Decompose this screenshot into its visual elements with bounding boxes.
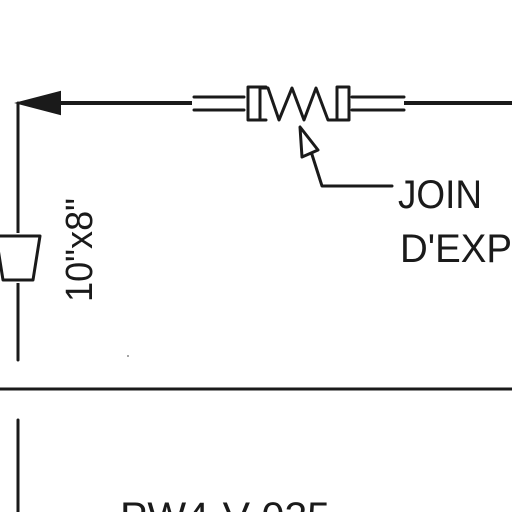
duct-size-label: 10"x8" [59, 198, 101, 302]
flow-arrow-icon [14, 90, 61, 116]
joint-label-line1: JOIN [398, 173, 482, 217]
reducer-symbol [0, 233, 42, 283]
equipment-tag: PW4-V-025 [120, 495, 330, 512]
joint-flange-right [350, 95, 406, 112]
joint-flange-left [192, 95, 246, 112]
leader-line [298, 125, 394, 188]
expansion-joint-symbol [246, 85, 351, 122]
joint-label-line2: D'EXP [400, 227, 512, 271]
